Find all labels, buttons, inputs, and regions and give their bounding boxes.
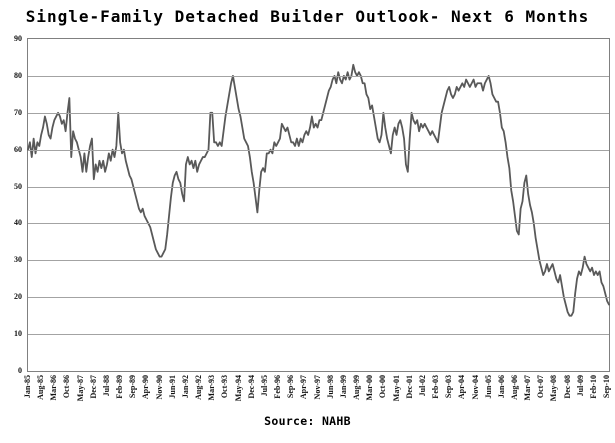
x-tick-label-Apr-97: Apr-97 (299, 375, 309, 400)
x-tick-label-Jan-06: Jan-06 (496, 375, 506, 399)
y-tick-label-0: 0 (18, 366, 22, 375)
chart-title: Single-Family Detached Builder Outlook- … (25, 7, 590, 26)
gridline-60 (28, 150, 609, 151)
gridline-40 (28, 223, 609, 224)
source-caption: Source: NAHB (264, 414, 351, 428)
x-tick-label-Feb-10: Feb-10 (588, 375, 598, 399)
x-tick-label-Dec-01: Dec-01 (404, 375, 414, 399)
x-tick-label-Oct-07: Oct-07 (536, 375, 546, 399)
x-tick-label-May-01: May-01 (391, 375, 401, 402)
x-tick-label-Dec-08: Dec-08 (562, 375, 572, 399)
gridline-70 (28, 113, 609, 114)
x-tick-label-May-08: May-08 (549, 375, 559, 402)
x-tick-label-Jun-98: Jun-98 (325, 375, 335, 399)
builder-outlook-line (27, 63, 610, 317)
x-tick-label-Jul-95: Jul-95 (259, 375, 269, 397)
x-tick-label-Mar-93: Mar-93 (207, 375, 217, 401)
y-tick-label-60: 60 (14, 144, 22, 154)
y-tick-label-30: 30 (14, 255, 22, 265)
x-tick-label-Apr-90: Apr-90 (141, 375, 151, 400)
x-tick-label-Aug-06: Aug-06 (509, 375, 519, 400)
x-tick-label-Sep-89: Sep-89 (128, 375, 138, 399)
gridline-80 (28, 76, 609, 77)
y-tick-label-20: 20 (14, 292, 22, 302)
gridline-50 (28, 187, 609, 188)
y-tick-label-90: 90 (14, 34, 22, 43)
gridline-30 (28, 260, 609, 261)
x-tick-label-Oct-00: Oct-00 (378, 375, 388, 399)
x-tick-label-Jun-05: Jun-05 (483, 375, 493, 399)
y-tick-label-50: 50 (14, 181, 22, 191)
x-tick-label-Sep-10: Sep-10 (602, 375, 612, 399)
y-tick-label-80: 80 (14, 70, 22, 80)
x-tick-label-Oct-86: Oct-86 (62, 375, 72, 399)
x-tick-label-Jan-99: Jan-99 (338, 375, 348, 399)
y-tick-label-70: 70 (14, 107, 22, 117)
x-tick-label-Jul-88: Jul-88 (101, 375, 111, 397)
gridline-10 (28, 334, 609, 335)
y-tick-label-40: 40 (14, 218, 22, 228)
x-tick-label-Jul-02: Jul-02 (417, 375, 427, 397)
x-tick-label-Feb-89: Feb-89 (115, 375, 125, 399)
x-tick-label-Jul-09: Jul-09 (575, 375, 585, 397)
x-tick-label-Nov-04: Nov-04 (470, 375, 480, 400)
x-tick-label-Sep-96: Sep-96 (286, 375, 296, 399)
y-tick-label-10: 10 (14, 329, 22, 339)
x-tick-label-Jan-92: Jan-92 (180, 375, 190, 399)
x-tick-label-Sep-03: Sep-03 (444, 375, 454, 399)
x-tick-label-Mar-07: Mar-07 (523, 375, 533, 401)
x-tick-label-Dec-94: Dec-94 (246, 375, 256, 399)
x-tick-label-Feb-96: Feb-96 (273, 375, 283, 399)
x-tick-label-Dec-87: Dec-87 (88, 375, 98, 399)
x-tick-label-Feb-03: Feb-03 (431, 375, 441, 399)
x-tick-label-Jan-85: Jan-85 (23, 375, 32, 399)
x-tick-label-Mar-00: Mar-00 (365, 375, 375, 401)
x-tick-label-Nov-97: Nov-97 (312, 375, 322, 400)
x-tick-label-Mar-86: Mar-86 (49, 375, 59, 401)
x-tick-label-Apr-04: Apr-04 (457, 375, 467, 400)
plot-area (27, 38, 610, 372)
x-tick-label-May-87: May-87 (75, 375, 85, 402)
line-series-svg (27, 63, 610, 317)
x-tick-label-Nov-90: Nov-90 (154, 375, 164, 400)
x-tick-label-Jun-91: Jun-91 (167, 375, 177, 399)
gridline-20 (28, 297, 609, 298)
x-tick-label-Aug-99: Aug-99 (352, 375, 362, 400)
x-tick-label-May-94: May-94 (233, 375, 243, 402)
x-tick-label-Aug-85: Aug-85 (36, 375, 46, 400)
x-tick-label-Aug-92: Aug-92 (194, 375, 204, 400)
x-tick-label-Oct-93: Oct-93 (220, 375, 230, 399)
